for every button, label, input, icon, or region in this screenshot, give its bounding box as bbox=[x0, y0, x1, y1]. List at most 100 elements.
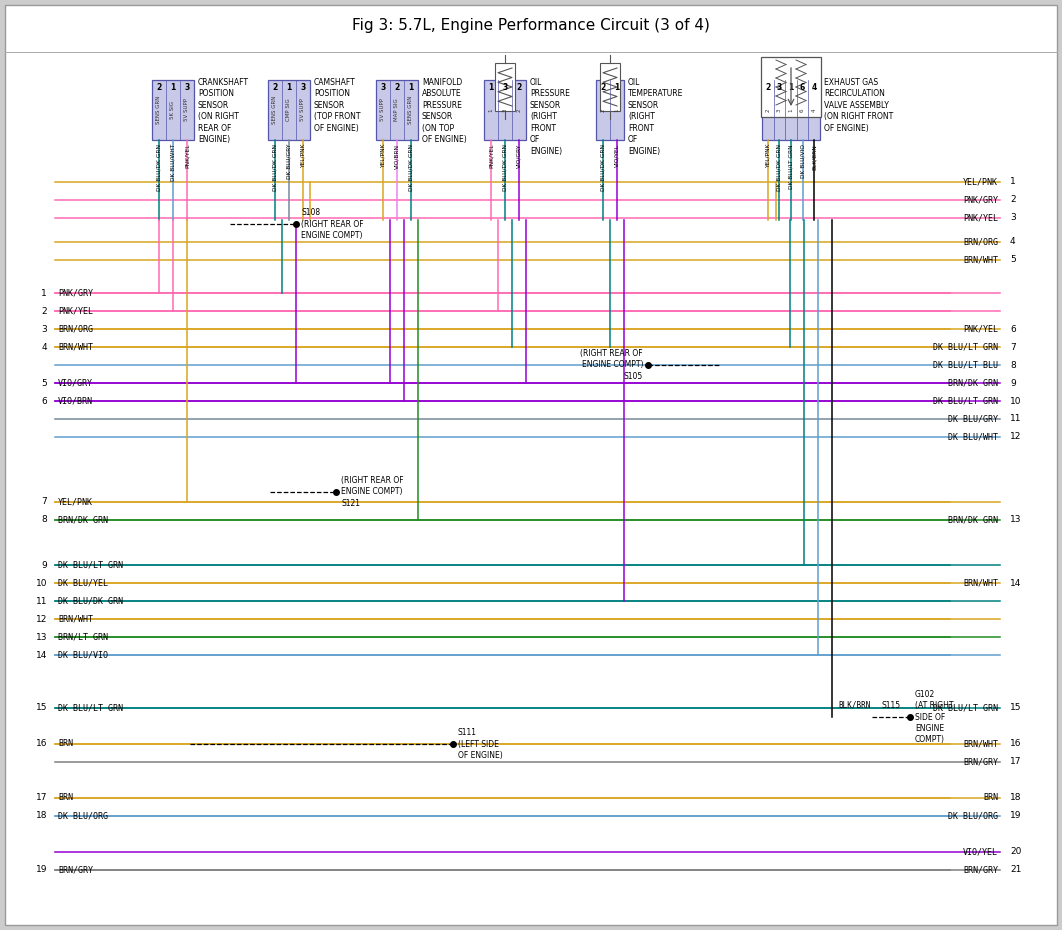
Bar bbox=[596, 80, 624, 140]
Text: G102
(AT RIGHT
SIDE OF
ENGINE
COMPT): G102 (AT RIGHT SIDE OF ENGINE COMPT) bbox=[915, 690, 954, 744]
Text: 1: 1 bbox=[489, 108, 494, 112]
Text: VIO/BRN: VIO/BRN bbox=[394, 144, 399, 169]
Text: DK BLU/LT GRN: DK BLU/LT GRN bbox=[788, 144, 793, 189]
Text: OIL
PRESSURE
SENSOR
(RIGHT
FRONT
OF
ENGINE): OIL PRESSURE SENSOR (RIGHT FRONT OF ENGI… bbox=[530, 78, 570, 155]
Bar bbox=[484, 80, 526, 140]
Text: 6: 6 bbox=[800, 83, 805, 92]
Text: 5: 5 bbox=[41, 379, 47, 388]
Text: 1: 1 bbox=[170, 83, 175, 92]
Text: 14: 14 bbox=[1010, 578, 1022, 588]
Text: 12: 12 bbox=[1010, 432, 1022, 442]
Text: BRN/WHT: BRN/WHT bbox=[963, 256, 998, 264]
Text: S108
(RIGHT REAR OF
ENGINE COMPT): S108 (RIGHT REAR OF ENGINE COMPT) bbox=[301, 208, 363, 240]
Text: DK BLU/YEL: DK BLU/YEL bbox=[58, 578, 108, 588]
Text: 1: 1 bbox=[409, 83, 413, 92]
Text: PNK/YEL: PNK/YEL bbox=[185, 144, 189, 168]
Text: DK BLU/LT GRN: DK BLU/LT GRN bbox=[933, 396, 998, 405]
Text: 21: 21 bbox=[1010, 866, 1022, 874]
Text: BRN/GRY: BRN/GRY bbox=[963, 866, 998, 874]
Text: DK BLU/VIO: DK BLU/VIO bbox=[58, 650, 108, 659]
Text: 4: 4 bbox=[811, 108, 817, 112]
Text: 1: 1 bbox=[287, 83, 292, 92]
Text: CAMSHAFT
POSITION
SENSOR
(TOP FRONT
OF ENGINE): CAMSHAFT POSITION SENSOR (TOP FRONT OF E… bbox=[314, 78, 360, 133]
Text: DK BLU/GRY: DK BLU/GRY bbox=[948, 415, 998, 423]
Text: CRANKSHAFT
POSITION
SENSOR
(ON RIGHT
REAR OF
ENGINE): CRANKSHAFT POSITION SENSOR (ON RIGHT REA… bbox=[198, 78, 249, 144]
Text: VIO/GRY: VIO/GRY bbox=[58, 379, 93, 388]
Text: 3: 3 bbox=[776, 83, 782, 92]
Text: SENS GRN: SENS GRN bbox=[156, 96, 161, 125]
Text: PNK/GRY: PNK/GRY bbox=[963, 195, 998, 205]
Text: BRN/GRY: BRN/GRY bbox=[963, 758, 998, 766]
Bar bbox=[152, 80, 194, 140]
Text: 13: 13 bbox=[35, 632, 47, 642]
Text: VIO/YEL: VIO/YEL bbox=[615, 144, 619, 166]
Text: 6: 6 bbox=[800, 108, 805, 112]
Text: YEL/PNK: YEL/PNK bbox=[301, 144, 306, 168]
Text: BRN/WHT: BRN/WHT bbox=[963, 739, 998, 749]
Text: 17: 17 bbox=[35, 793, 47, 803]
Text: 15: 15 bbox=[35, 703, 47, 712]
Bar bbox=[600, 63, 620, 111]
Text: BRN/WHT: BRN/WHT bbox=[58, 615, 93, 623]
Text: DK BLU/WHT: DK BLU/WHT bbox=[948, 432, 998, 442]
Text: 2: 2 bbox=[766, 83, 770, 92]
Text: DK BLU/DK GRN: DK BLU/DK GRN bbox=[273, 144, 277, 191]
Text: BRN/DK GRN: BRN/DK GRN bbox=[948, 515, 998, 525]
Text: 2: 2 bbox=[156, 83, 161, 92]
Text: 2: 2 bbox=[41, 307, 47, 315]
Text: DK BLU/DK GRN: DK BLU/DK GRN bbox=[156, 144, 161, 191]
Text: 8: 8 bbox=[1010, 361, 1015, 369]
Text: VIO/GRY: VIO/GRY bbox=[516, 144, 521, 168]
Text: 4: 4 bbox=[1010, 237, 1015, 246]
Text: 16: 16 bbox=[35, 739, 47, 749]
Text: 2: 2 bbox=[516, 108, 521, 112]
Text: PNK/GRY: PNK/GRY bbox=[58, 288, 93, 298]
Text: 3: 3 bbox=[502, 83, 508, 92]
Bar bbox=[763, 80, 820, 140]
Text: 1: 1 bbox=[788, 83, 793, 92]
Text: DK BLU/DK GRN: DK BLU/DK GRN bbox=[502, 144, 508, 191]
Text: 2: 2 bbox=[272, 83, 277, 92]
Text: SENS GRN: SENS GRN bbox=[273, 96, 277, 125]
Text: 1: 1 bbox=[489, 83, 494, 92]
Text: 4: 4 bbox=[811, 83, 817, 92]
Text: 8: 8 bbox=[41, 515, 47, 525]
Bar bbox=[268, 80, 310, 140]
Text: 20: 20 bbox=[1010, 847, 1022, 857]
Text: 5V SUPP: 5V SUPP bbox=[301, 99, 306, 122]
Bar bbox=[761, 57, 821, 117]
Text: 9: 9 bbox=[1010, 379, 1015, 388]
Text: BLK/BRN: BLK/BRN bbox=[811, 144, 817, 170]
Text: BRN/DK GRN: BRN/DK GRN bbox=[58, 515, 108, 525]
Text: BLK/BRN: BLK/BRN bbox=[839, 701, 871, 710]
Text: 1: 1 bbox=[615, 83, 619, 92]
Text: YEL/PNK: YEL/PNK bbox=[380, 144, 386, 168]
Text: 2: 2 bbox=[1010, 195, 1015, 205]
Text: 3: 3 bbox=[185, 83, 190, 92]
Text: DK BLU/LT GRN: DK BLU/LT GRN bbox=[58, 703, 123, 712]
Text: 10: 10 bbox=[35, 578, 47, 588]
Text: 10: 10 bbox=[1010, 396, 1022, 405]
Text: 1: 1 bbox=[41, 288, 47, 298]
Text: BRN/GRY: BRN/GRY bbox=[58, 866, 93, 874]
Text: PNK/YEL: PNK/YEL bbox=[58, 307, 93, 315]
Text: 5K SIG: 5K SIG bbox=[171, 101, 175, 119]
Text: BRN/DK GRN: BRN/DK GRN bbox=[948, 379, 998, 388]
Text: 17: 17 bbox=[1010, 758, 1022, 766]
Text: 4: 4 bbox=[41, 342, 47, 352]
Text: 9: 9 bbox=[41, 561, 47, 569]
Text: DK BLU/DK GRN: DK BLU/DK GRN bbox=[777, 144, 782, 191]
Text: YEL/PNK: YEL/PNK bbox=[766, 144, 770, 168]
Text: Fig 3: 5.7L, Engine Performance Circuit (3 of 4): Fig 3: 5.7L, Engine Performance Circuit … bbox=[353, 18, 709, 33]
Text: 18: 18 bbox=[35, 812, 47, 820]
Text: DK BLU/DK GRN: DK BLU/DK GRN bbox=[600, 144, 605, 191]
Text: 1: 1 bbox=[788, 108, 793, 112]
Text: 11: 11 bbox=[35, 596, 47, 605]
Text: CMP SIG: CMP SIG bbox=[287, 99, 291, 122]
Text: DK BLU/ORG: DK BLU/ORG bbox=[58, 812, 108, 820]
Text: MANIFOLD
ABSOLUTE
PRESSURE
SENSOR
(ON TOP
OF ENGINE): MANIFOLD ABSOLUTE PRESSURE SENSOR (ON TO… bbox=[422, 78, 467, 144]
Text: 5: 5 bbox=[1010, 256, 1015, 264]
Text: BRN/WHT: BRN/WHT bbox=[58, 342, 93, 352]
Text: 12: 12 bbox=[36, 615, 47, 623]
Text: S111
(LEFT SIDE
OF ENGINE): S111 (LEFT SIDE OF ENGINE) bbox=[458, 728, 502, 760]
